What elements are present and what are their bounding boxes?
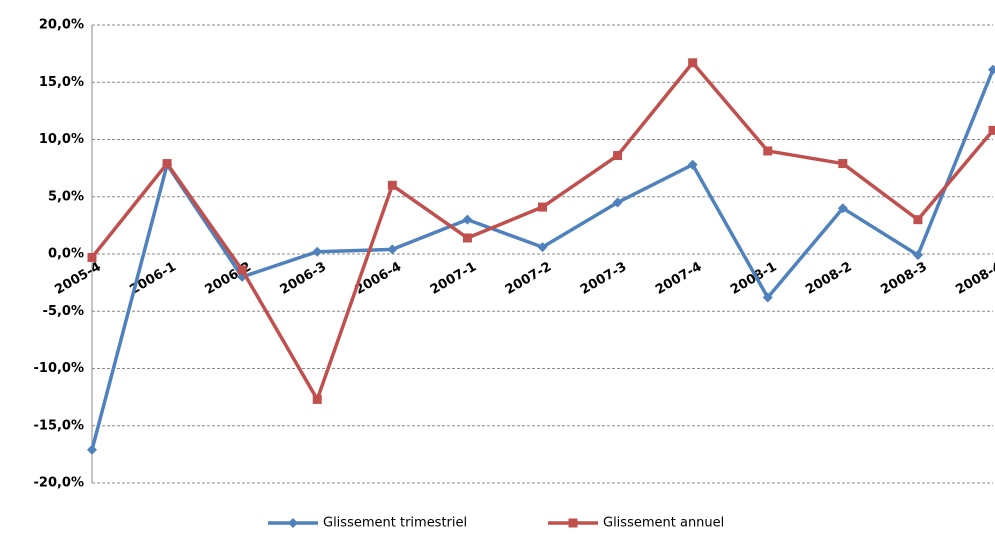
y-tick-label: -20,0% bbox=[34, 476, 85, 491]
series-marker bbox=[762, 292, 773, 303]
y-tick-label: 20,0% bbox=[39, 18, 84, 33]
series-marker bbox=[837, 203, 848, 214]
legend-label: Glissement annuel bbox=[603, 516, 724, 531]
series-marker bbox=[988, 64, 995, 75]
series-marker bbox=[237, 265, 247, 275]
series-marker bbox=[913, 215, 923, 225]
legend-marker bbox=[288, 518, 298, 528]
series-marker bbox=[763, 146, 773, 156]
series-marker bbox=[988, 125, 995, 135]
legend-marker bbox=[568, 518, 578, 528]
y-tick-label: 0,0% bbox=[48, 247, 84, 262]
series-marker bbox=[537, 242, 548, 253]
y-tick-label: -5,0% bbox=[43, 304, 84, 319]
y-tick-label: -15,0% bbox=[34, 418, 85, 433]
series-marker bbox=[687, 159, 698, 170]
series-marker bbox=[688, 58, 698, 68]
series-marker bbox=[387, 244, 398, 255]
x-tick-label: 2007-3 bbox=[578, 260, 629, 298]
y-tick-label: -10,0% bbox=[34, 361, 85, 376]
series-marker bbox=[87, 444, 97, 455]
series-marker bbox=[838, 159, 848, 169]
series-marker bbox=[87, 252, 97, 262]
series-marker bbox=[162, 159, 172, 169]
series-line bbox=[90, 61, 995, 402]
y-tick-label: 5,0% bbox=[48, 189, 84, 204]
x-tick-label: 2007-2 bbox=[503, 260, 554, 298]
x-tick-label: 2007-4 bbox=[653, 260, 704, 298]
series-marker bbox=[312, 394, 322, 404]
series-marker bbox=[612, 197, 623, 208]
legend-label: Glissement trimestriel bbox=[323, 516, 467, 531]
series-marker bbox=[462, 214, 473, 225]
series-marker bbox=[312, 246, 323, 257]
series-marker bbox=[912, 250, 923, 261]
y-tick-label: 10,0% bbox=[39, 132, 84, 147]
x-tick-label: 2007-1 bbox=[428, 260, 479, 298]
series-marker bbox=[538, 202, 547, 212]
series-line bbox=[90, 68, 995, 451]
x-tick-label: 2006-3 bbox=[278, 260, 329, 298]
series-marker bbox=[613, 151, 623, 161]
series-marker bbox=[462, 233, 472, 243]
series-marker bbox=[387, 180, 397, 190]
x-tick-label: 2008-4 bbox=[953, 260, 995, 298]
y-tick-label: 15,0% bbox=[39, 75, 84, 90]
x-tick-label: 2005-4 bbox=[52, 260, 103, 298]
x-tick-label: 2008-3 bbox=[878, 260, 929, 298]
x-tick-label: 2008-2 bbox=[803, 260, 854, 298]
